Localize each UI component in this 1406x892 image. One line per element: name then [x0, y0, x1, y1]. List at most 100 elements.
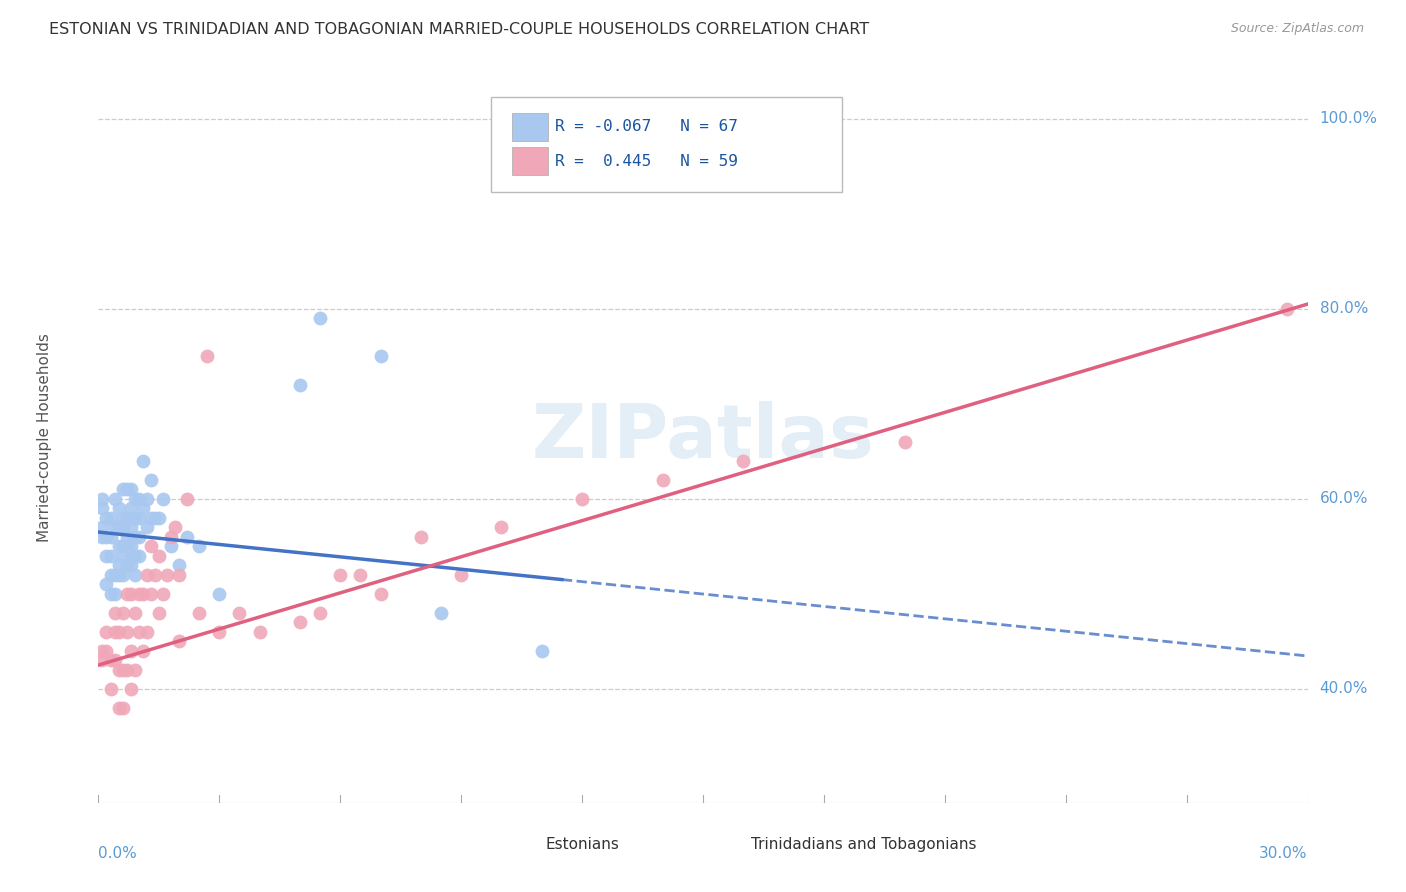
Point — [120, 501, 142, 516]
Point — [120, 558, 142, 573]
Point — [128, 511, 150, 525]
Point — [132, 501, 155, 516]
Point — [120, 587, 142, 601]
Point — [370, 587, 392, 601]
Point — [100, 681, 122, 696]
Point — [128, 624, 150, 639]
Point — [103, 491, 125, 506]
Point — [91, 501, 114, 516]
Point — [135, 567, 157, 582]
Point — [132, 587, 155, 601]
Point — [115, 483, 138, 497]
Point — [100, 549, 122, 563]
Point — [96, 549, 118, 563]
Point — [103, 587, 125, 601]
Point — [107, 558, 129, 573]
Point — [115, 530, 138, 544]
Point — [96, 511, 118, 525]
Text: 0.0%: 0.0% — [98, 846, 138, 861]
Text: ZIPatlas: ZIPatlas — [531, 401, 875, 474]
Text: R =  0.445   N = 59: R = 0.445 N = 59 — [555, 153, 738, 169]
Point — [491, 520, 513, 534]
Point — [139, 511, 162, 525]
Point — [893, 434, 915, 449]
Point — [103, 567, 125, 582]
Point — [571, 491, 593, 506]
Point — [651, 473, 673, 487]
Point — [128, 530, 150, 544]
Point — [111, 539, 134, 553]
Point — [115, 511, 138, 525]
Point — [228, 606, 250, 620]
Point — [115, 558, 138, 573]
Point — [160, 539, 183, 553]
Point — [143, 511, 166, 525]
Point — [152, 491, 174, 506]
Point — [450, 567, 472, 582]
Point — [156, 567, 179, 582]
Point — [160, 530, 183, 544]
Point — [128, 549, 150, 563]
Point — [100, 511, 122, 525]
Point — [733, 454, 755, 468]
Point — [107, 539, 129, 553]
Point — [152, 587, 174, 601]
Point — [208, 587, 231, 601]
Text: Estonians: Estonians — [546, 837, 620, 852]
Point — [100, 530, 122, 544]
Point — [120, 539, 142, 553]
Text: 40.0%: 40.0% — [1320, 681, 1368, 697]
Point — [107, 567, 129, 582]
Point — [91, 520, 114, 534]
Point — [103, 520, 125, 534]
Point — [96, 624, 118, 639]
Point — [176, 491, 198, 506]
Point — [100, 567, 122, 582]
Point — [167, 558, 190, 573]
Bar — [512, 147, 548, 175]
Point — [120, 520, 142, 534]
Point — [288, 615, 311, 630]
Point — [370, 349, 392, 363]
Bar — [503, 833, 537, 856]
Point — [111, 549, 134, 563]
Text: 80.0%: 80.0% — [1320, 301, 1368, 317]
Point — [96, 644, 118, 658]
Point — [107, 663, 129, 677]
Point — [111, 606, 134, 620]
Point — [135, 624, 157, 639]
Point — [115, 624, 138, 639]
Point — [135, 491, 157, 506]
Point — [91, 491, 114, 506]
Point — [120, 549, 142, 563]
Point — [103, 624, 125, 639]
Point — [124, 530, 146, 544]
Point — [135, 520, 157, 534]
Point — [120, 483, 142, 497]
Point — [103, 653, 125, 667]
Point — [115, 663, 138, 677]
Point — [115, 539, 138, 553]
Point — [111, 701, 134, 715]
Point — [120, 644, 142, 658]
Point — [100, 587, 122, 601]
Point — [124, 549, 146, 563]
Point — [176, 530, 198, 544]
Text: Trinidadians and Tobagonians: Trinidadians and Tobagonians — [751, 837, 977, 852]
Point — [143, 567, 166, 582]
FancyBboxPatch shape — [492, 97, 842, 192]
Text: 100.0%: 100.0% — [1320, 112, 1378, 127]
Point — [309, 311, 332, 326]
Point — [111, 567, 134, 582]
Text: 60.0%: 60.0% — [1320, 491, 1368, 507]
Point — [309, 606, 332, 620]
Point — [107, 520, 129, 534]
Point — [249, 624, 271, 639]
Point — [188, 606, 211, 620]
Point — [124, 567, 146, 582]
Point — [107, 701, 129, 715]
Text: ESTONIAN VS TRINIDADIAN AND TOBAGONIAN MARRIED-COUPLE HOUSEHOLDS CORRELATION CHA: ESTONIAN VS TRINIDADIAN AND TOBAGONIAN M… — [49, 22, 869, 37]
Point — [288, 377, 311, 392]
Point — [124, 511, 146, 525]
Point — [188, 539, 211, 553]
